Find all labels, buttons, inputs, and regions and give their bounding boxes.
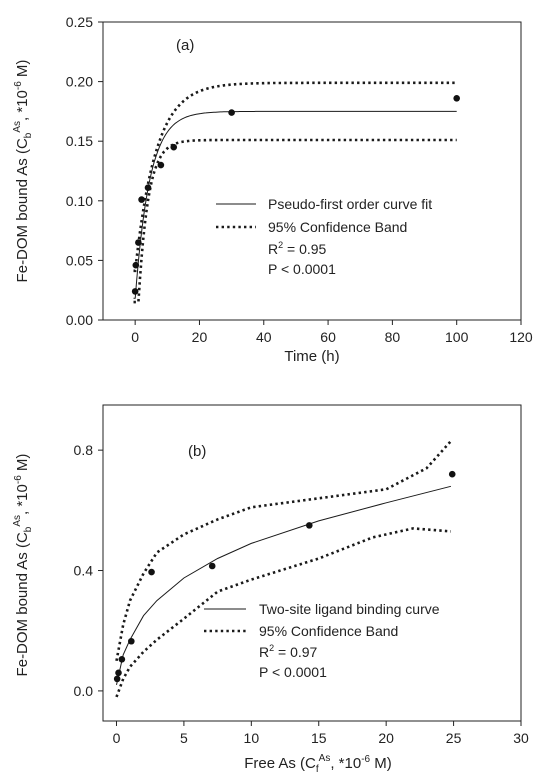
- panel-a-points: [131, 94, 460, 295]
- confidence-band-lower: [133, 138, 457, 304]
- x-tick-label: 80: [385, 329, 401, 345]
- panel-b-y-ticks: 0.0 0.4 0.8: [74, 442, 103, 699]
- panel-a-x-ticks: 0 20 40 60 80 100 120: [131, 320, 533, 345]
- panel-b-label: (b): [188, 443, 206, 460]
- panel-b-y-label: Fe-DOM bound As (CbAs, *10-6 M): [12, 454, 34, 677]
- y-tick-label: 0.4: [74, 563, 94, 579]
- x-tick-label: 20: [192, 329, 208, 345]
- legend-a-r2: R2 = 0.95: [268, 240, 327, 257]
- x-tick-label: 120: [509, 329, 533, 345]
- data-point: [170, 143, 178, 151]
- legend-a-fit-label: Pseudo-first order curve fit: [268, 196, 432, 212]
- fit-curve: [133, 110, 457, 299]
- panel-a-y-label: Fe-DOM bound As (CbAs, *10-6 M): [12, 60, 34, 283]
- x-tick-label: 10: [244, 730, 260, 746]
- panel-b-frame: [102, 404, 522, 722]
- x-tick-label: 0: [131, 329, 139, 345]
- data-point: [118, 656, 126, 663]
- panel-b-points: [113, 470, 456, 683]
- data-point: [128, 637, 135, 645]
- y-tick-label: 0.20: [66, 74, 93, 90]
- data-point: [208, 562, 216, 570]
- panel-b-x-ticks: 0 5 10 15 20 25 30: [113, 721, 529, 746]
- legend-a-p: P < 0.0001: [268, 261, 336, 277]
- x-tick-label: 20: [378, 730, 394, 746]
- y-tick-label: 0.10: [66, 193, 93, 209]
- data-point: [148, 568, 155, 576]
- panel-b-curves: [115, 440, 452, 698]
- x-tick-label: 0: [113, 730, 121, 746]
- data-point: [228, 109, 235, 116]
- data-point: [132, 261, 140, 269]
- data-point: [113, 675, 121, 683]
- legend-b-r2: R2 = 0.97: [259, 643, 318, 660]
- panel-a-frame: [102, 21, 522, 321]
- confidence-band-upper: [115, 440, 452, 662]
- legend-a-band-label: 95% Confidence Band: [268, 219, 407, 235]
- panel-b: 0 5 10 15 20 25 30 0.0 0.4 0.8 (b) Two-site liga…: [12, 404, 529, 775]
- x-tick-label: 100: [445, 329, 469, 345]
- y-tick-label: 0.15: [66, 133, 93, 149]
- fit-curve: [116, 485, 452, 686]
- panel-b-x-label: Free As (CfAs, *10-6 M): [244, 753, 392, 775]
- legend-b-p: P < 0.0001: [259, 664, 327, 680]
- data-point: [157, 161, 165, 169]
- x-tick-label: 30: [513, 730, 529, 746]
- data-point: [144, 184, 152, 191]
- legend-b-band-label: 95% Confidence Band: [259, 623, 398, 639]
- data-point: [115, 669, 122, 677]
- x-tick-label: 25: [446, 730, 462, 746]
- y-tick-label: 0.25: [66, 14, 93, 30]
- confidence-band-lower: [115, 527, 452, 698]
- y-tick-label: 0.05: [66, 252, 93, 268]
- x-tick-label: 60: [320, 329, 336, 345]
- x-tick-label: 40: [256, 329, 272, 345]
- y-tick-label: 0.0: [74, 683, 94, 699]
- x-tick-label: 15: [311, 730, 327, 746]
- panel-a-x-label: Time (h): [284, 348, 339, 365]
- panel-a-curves: [133, 81, 457, 304]
- panel-a-legend: Pseudo-first order curve fit 95% Confide…: [216, 196, 432, 277]
- panel-a: 0 20 40 60 80 100 120 0.00 0.05 0.10 0.15 0.20 0.25…: [12, 14, 533, 365]
- data-point: [131, 288, 139, 295]
- data-point: [306, 522, 313, 529]
- x-tick-label: 5: [180, 730, 188, 746]
- data-point: [448, 470, 456, 478]
- y-tick-label: 0.8: [74, 442, 94, 458]
- confidence-band-upper: [133, 81, 457, 273]
- data-point: [135, 239, 142, 246]
- legend-b-fit-label: Two-site ligand binding curve: [259, 601, 440, 617]
- data-point: [453, 94, 460, 102]
- y-tick-label: 0.00: [66, 312, 93, 328]
- data-point: [138, 196, 145, 203]
- panel-b-legend: Two-site ligand binding curve 95% Confid…: [204, 601, 440, 680]
- panel-a-y-ticks: 0.00 0.05 0.10 0.15 0.20 0.25: [66, 14, 103, 328]
- panel-a-label: (a): [176, 37, 194, 54]
